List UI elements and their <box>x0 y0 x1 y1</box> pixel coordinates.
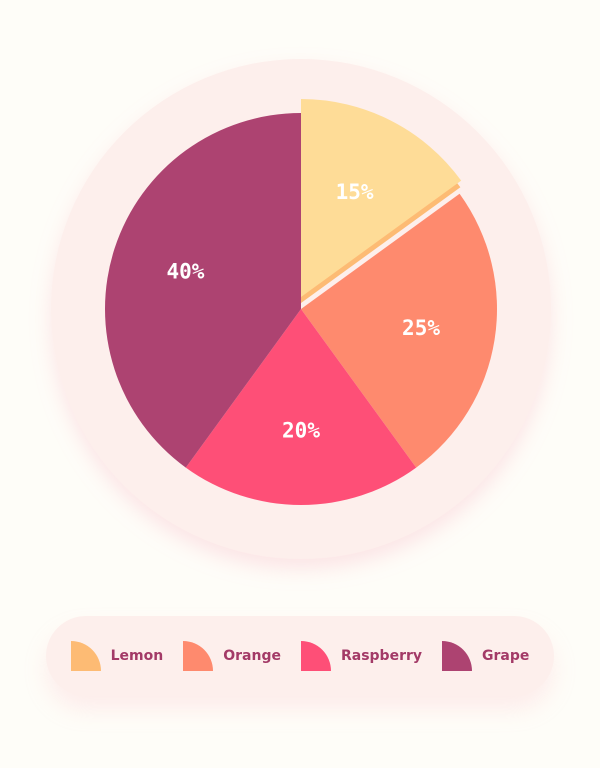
slice-grape[interactable] <box>105 113 302 468</box>
legend-item-raspberry: Raspberry <box>300 641 423 671</box>
data-label-grape: 40% <box>166 259 204 283</box>
legend-label: Lemon <box>110 648 164 664</box>
pie-chart: 15% 25% 20% 40% <box>51 59 551 559</box>
legend-swatch-orange <box>183 641 214 671</box>
legend-swatch-grape <box>442 641 473 671</box>
legend: Lemon Orange Raspberry Grape <box>46 616 554 696</box>
data-label-raspberry: 20% <box>282 419 320 443</box>
data-label-orange: 25% <box>402 316 440 340</box>
legend-label: Raspberry <box>340 648 423 664</box>
legend-item-lemon: Lemon <box>70 641 164 671</box>
legend-item-grape: Grape <box>442 641 529 671</box>
legend-swatch-raspberry <box>300 641 331 671</box>
data-label-lemon: 15% <box>336 180 374 204</box>
legend-item-orange: Orange <box>183 641 281 671</box>
legend-label: Grape <box>482 648 530 664</box>
slice-raspberry[interactable] <box>185 309 417 505</box>
slice-lemon[interactable] <box>301 99 462 297</box>
legend-swatch-lemon <box>70 641 101 671</box>
legend-label: Orange <box>223 648 281 664</box>
slice-orange[interactable] <box>301 193 497 468</box>
